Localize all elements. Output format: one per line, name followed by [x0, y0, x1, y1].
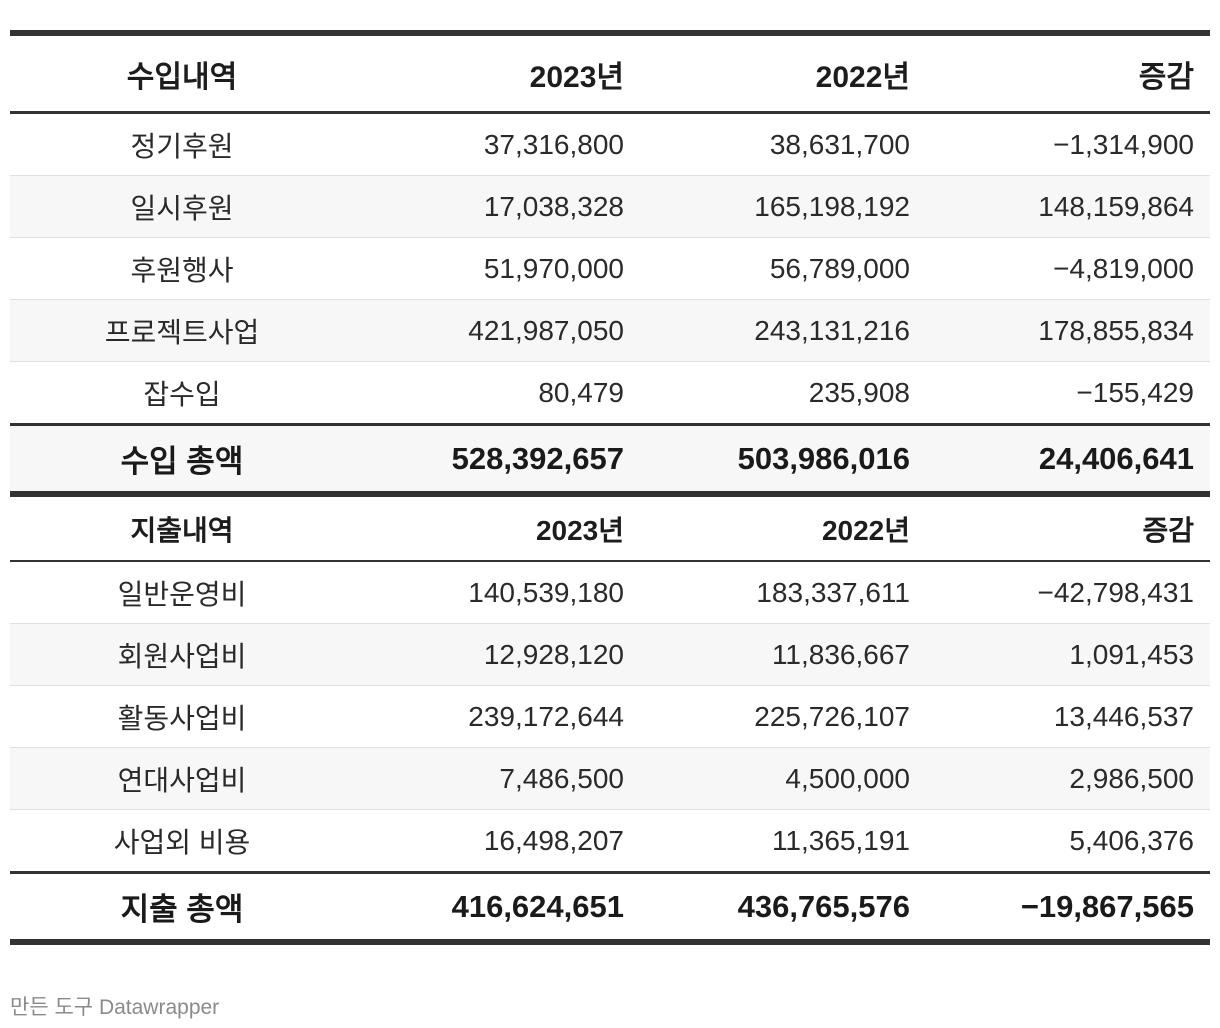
expense-header-cell: 2022년 — [640, 491, 926, 562]
income-header-row: 수입내역 2023년 2022년 증감 — [10, 30, 1210, 114]
row-value: 38,631,700 — [640, 112, 926, 176]
finance-table: 수입내역 2023년 2022년 증감 정기후원 37,316,800 38,631,700… — [10, 30, 1210, 945]
expense-table-row: 회원사업비 12,928,120 11,836,667 1,091,453 — [10, 623, 1210, 686]
row-label: 사업외 비용 — [10, 809, 354, 873]
total-label: 지출 총액 — [10, 871, 354, 945]
income-table-row: 일시후원 17,038,328 165,198,192 148,159,864 — [10, 175, 1210, 238]
row-value: −42,798,431 — [926, 561, 1210, 624]
row-value: 11,836,667 — [640, 623, 926, 686]
total-value: 503,986,016 — [640, 423, 926, 494]
row-value: 80,479 — [354, 361, 640, 425]
row-value: 5,406,376 — [926, 809, 1210, 873]
income-total-row: 수입 총액 528,392,657 503,986,016 24,406,641 — [10, 423, 1210, 494]
row-value: −155,429 — [926, 361, 1210, 425]
row-value: 56,789,000 — [640, 237, 926, 300]
row-value: 421,987,050 — [354, 299, 640, 362]
total-value: −19,867,565 — [926, 871, 1210, 945]
row-value: 235,908 — [640, 361, 926, 425]
expense-header-cell: 지출내역 — [10, 491, 354, 562]
income-table-row: 후원행사 51,970,000 56,789,000 −4,819,000 — [10, 237, 1210, 300]
row-value: 2,986,500 — [926, 747, 1210, 810]
row-value: 16,498,207 — [354, 809, 640, 873]
row-value: 178,855,834 — [926, 299, 1210, 362]
income-header-cell: 2022년 — [640, 30, 926, 114]
footer-credit: 만든 도구 Datawrapper — [10, 996, 220, 1019]
row-label: 후원행사 — [10, 237, 354, 300]
row-value: 37,316,800 — [354, 112, 640, 176]
expense-header-cell: 2023년 — [354, 491, 640, 562]
total-value: 436,765,576 — [640, 871, 926, 945]
income-header-cell: 증감 — [926, 30, 1210, 114]
total-label: 수입 총액 — [10, 423, 354, 494]
income-header-cell: 2023년 — [354, 30, 640, 114]
expense-table-row: 일반운영비 140,539,180 183,337,611 −42,798,431 — [10, 561, 1210, 624]
income-table-row: 프로젝트사업 421,987,050 243,131,216 178,855,834 — [10, 299, 1210, 362]
row-label: 활동사업비 — [10, 685, 354, 748]
row-value: 183,337,611 — [640, 561, 926, 624]
row-label: 일시후원 — [10, 175, 354, 238]
total-value: 416,624,651 — [354, 871, 640, 945]
row-value: 239,172,644 — [354, 685, 640, 748]
row-value: 51,970,000 — [354, 237, 640, 300]
row-label: 정기후원 — [10, 112, 354, 176]
row-label: 프로젝트사업 — [10, 299, 354, 362]
row-value: 13,446,537 — [926, 685, 1210, 748]
finance-table-container: 수입내역 2023년 2022년 증감 정기후원 37,316,800 38,631,700… — [10, 30, 1210, 945]
row-value: 12,928,120 — [354, 623, 640, 686]
row-label: 일반운영비 — [10, 561, 354, 624]
row-value: 165,198,192 — [640, 175, 926, 238]
income-table-row: 잡수입 80,479 235,908 −155,429 — [10, 361, 1210, 425]
row-value: 148,159,864 — [926, 175, 1210, 238]
income-header-cell: 수입내역 — [10, 30, 354, 114]
row-value: 140,539,180 — [354, 561, 640, 624]
row-label: 회원사업비 — [10, 623, 354, 686]
row-label: 연대사업비 — [10, 747, 354, 810]
row-value: 7,486,500 — [354, 747, 640, 810]
row-value: 17,038,328 — [354, 175, 640, 238]
expense-table-row: 사업외 비용 16,498,207 11,365,191 5,406,376 — [10, 809, 1210, 873]
row-value: 4,500,000 — [640, 747, 926, 810]
row-value: 1,091,453 — [926, 623, 1210, 686]
expense-table-row: 활동사업비 239,172,644 225,726,107 13,446,537 — [10, 685, 1210, 748]
row-value: 243,131,216 — [640, 299, 926, 362]
row-label: 잡수입 — [10, 361, 354, 425]
expense-total-row: 지출 총액 416,624,651 436,765,576 −19,867,565 — [10, 871, 1210, 945]
total-value: 24,406,641 — [926, 423, 1210, 494]
total-value: 528,392,657 — [354, 423, 640, 494]
expense-header-row: 지출내역 2023년 2022년 증감 — [10, 491, 1210, 562]
row-value: 225,726,107 — [640, 685, 926, 748]
row-value: 11,365,191 — [640, 809, 926, 873]
expense-header-cell: 증감 — [926, 491, 1210, 562]
income-table-row: 정기후원 37,316,800 38,631,700 −1,314,900 — [10, 112, 1210, 176]
row-value: −4,819,000 — [926, 237, 1210, 300]
row-value: −1,314,900 — [926, 112, 1210, 176]
expense-table-row: 연대사업비 7,486,500 4,500,000 2,986,500 — [10, 747, 1210, 810]
